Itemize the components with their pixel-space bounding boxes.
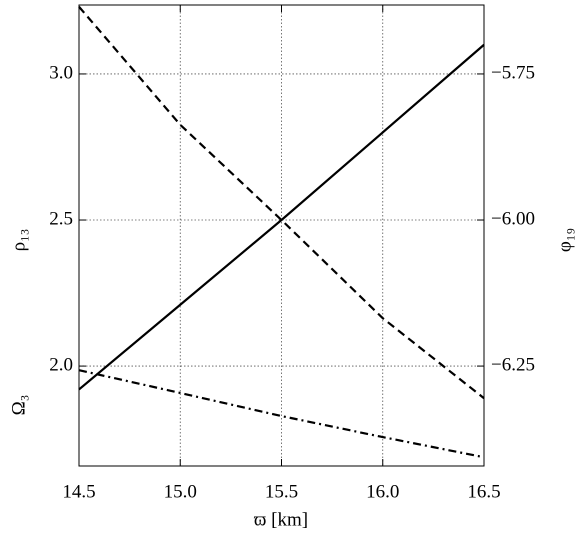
x-tick-label: 15.5 [265,481,298,502]
y-axis-label: ρ₁₃ [8,229,29,252]
data-line [78,43,485,391]
x-tick-label: 15.0 [164,481,197,502]
data-line [78,369,485,459]
y2-axis-label: φ₁₉ [554,228,575,252]
x-tick-label: 16.5 [467,481,500,502]
y-tick-label: 2.0 [49,354,73,375]
y2-tick-label: −5.75 [491,62,535,83]
y2-tick-label: −6.00 [491,208,535,229]
y-axis-label: Ω₃ [8,395,29,416]
x-tick-label: 14.5 [62,481,95,502]
x-tick-label: 16.0 [366,481,399,502]
y-tick-label: 2.5 [49,208,73,229]
y-tick-label: 3.0 [49,62,73,83]
y2-tick-label: −6.25 [491,354,535,375]
plot-frame [78,4,485,467]
x-axis-label: ϖ [km] [254,509,308,530]
